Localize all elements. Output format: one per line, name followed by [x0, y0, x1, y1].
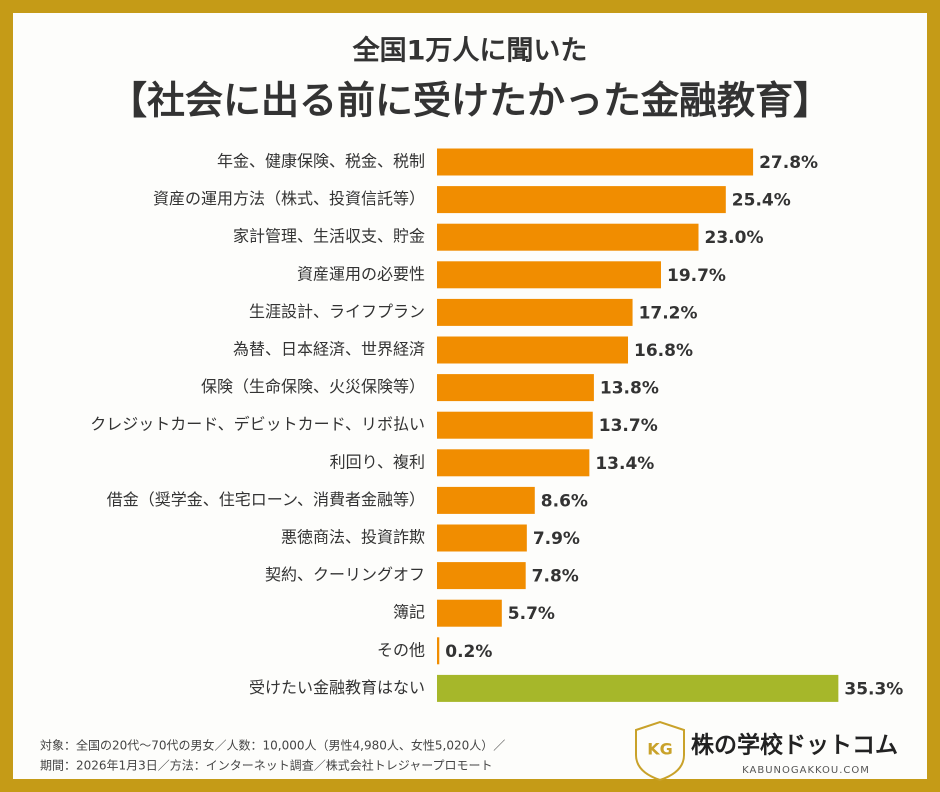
- category-label: 契約、クーリングオフ: [265, 565, 425, 584]
- value-label: 13.7%: [599, 416, 658, 436]
- bar: [437, 449, 590, 477]
- bar: [437, 374, 594, 402]
- category-label: 家計管理、生活収支、貯金: [233, 227, 425, 246]
- category-label: 資産運用の必要性: [297, 264, 425, 283]
- bar: [437, 562, 526, 590]
- value-label: 19.7%: [667, 266, 726, 286]
- logo-url: KABUNOGAKKOU.COM: [742, 765, 870, 776]
- bar: [437, 186, 726, 214]
- category-label: 簿記: [393, 603, 425, 622]
- category-label: 悪徳商法、投資詐欺: [281, 528, 425, 547]
- note: 期間：2026年1月3日／方法：インターネット調査／株式会社トレジャープロモート: [40, 758, 493, 773]
- category-label: 借金（奨学金、住宅ローン、消費者金融等）: [107, 490, 425, 509]
- category-label: 保険（生命保険、火災保険等）: [201, 377, 425, 396]
- category-label: その他: [377, 640, 425, 659]
- category-label: クレジットカード、デビットカード、リボ払い: [90, 415, 425, 434]
- value-label: 27.8%: [759, 153, 818, 173]
- category-label: 利回り、複利: [330, 452, 425, 471]
- logo-name: 株の学校ドットコム: [691, 732, 898, 759]
- category-label: 受けたい金融教育はない: [249, 678, 425, 697]
- chart-title: 全国1万人に聞いた: [352, 35, 588, 67]
- note: 対象：全国の20代〜70代の男女／人数：10,000人（男性4,980人、女性5…: [40, 738, 505, 753]
- logo-shield: [635, 720, 685, 782]
- bar: [437, 599, 502, 627]
- value-label: 13.8%: [600, 379, 659, 399]
- category-label: 資産の運用方法（株式、投資信託等）: [153, 189, 425, 208]
- bar: [437, 336, 629, 364]
- value-label: 16.8%: [634, 341, 693, 361]
- value-label: 7.9%: [533, 529, 580, 549]
- category-label: 年金、健康保険、税金、税制: [217, 152, 425, 171]
- bar: [437, 223, 699, 251]
- logo-mark: KG: [647, 740, 673, 759]
- value-label: 23.0%: [705, 228, 764, 248]
- category-label: 生涯設計、ライフプラン: [249, 302, 425, 321]
- bar: [437, 148, 754, 176]
- bar: [437, 524, 527, 552]
- bar: [437, 486, 535, 514]
- bar: [437, 261, 661, 289]
- value-label: 13.4%: [595, 454, 654, 474]
- bar: [437, 637, 440, 665]
- value-label: 25.4%: [732, 191, 791, 211]
- category-label: 為替、日本経済、世界経済: [233, 340, 425, 359]
- value-label: 8.6%: [541, 491, 588, 511]
- value-label: 35.3%: [844, 679, 903, 699]
- chart-subtitle: 【社会に出る前に受けたかった金融教育】: [109, 79, 831, 123]
- value-label: 0.2%: [445, 642, 492, 662]
- bar: [437, 411, 593, 439]
- bar: [437, 674, 839, 702]
- value-label: 5.7%: [508, 604, 555, 624]
- value-label: 7.8%: [532, 567, 579, 587]
- bar: [437, 298, 633, 326]
- value-label: 17.2%: [639, 303, 698, 323]
